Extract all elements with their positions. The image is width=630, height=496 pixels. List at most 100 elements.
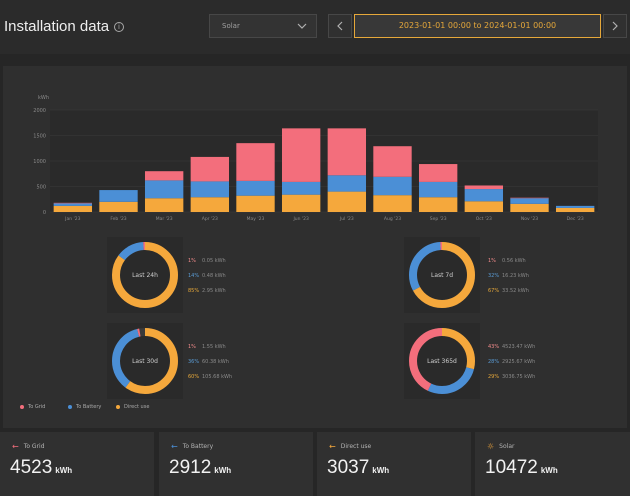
card-value-to-grid: 4523 (10, 457, 53, 478)
bar-direct[interactable] (464, 201, 504, 212)
card-unit: kWh (214, 466, 232, 475)
stat-row-grid: 1% 0.56 kWh (488, 254, 529, 269)
y-axis-label: kWh (38, 95, 49, 101)
stat-row-battery: 28% 2925.67 kWh (488, 355, 535, 370)
legend-item-direct[interactable]: Direct use (116, 404, 149, 410)
x-tick-label: Dec '23 (567, 216, 584, 222)
donut-segment-battery[interactable] (112, 328, 178, 394)
bar-direct[interactable] (373, 195, 412, 212)
donut-segment-grid[interactable] (112, 242, 178, 308)
legend-item-grid[interactable]: To Grid (20, 404, 45, 410)
donut-last-30d: Last 30d (107, 323, 183, 399)
x-tick-label: Sep '23 (430, 216, 447, 222)
donut-segment-battery[interactable] (409, 328, 475, 394)
donut-label: Last 24h (132, 272, 158, 279)
stat-value: 3036.75 kWh (502, 374, 536, 380)
donut-segment-battery[interactable] (409, 242, 475, 308)
stat-value: 16.23 kWh (502, 273, 529, 279)
bar-direct[interactable] (327, 191, 367, 212)
stat-value: 33.52 kWh (502, 288, 529, 294)
bar-battery[interactable] (373, 176, 412, 196)
bar-direct[interactable] (236, 195, 275, 212)
card-to-grid: ← To Grid 4523 kWh (0, 432, 154, 496)
bar-battery[interactable] (236, 180, 275, 196)
bar-direct[interactable] (555, 207, 595, 212)
bar-battery[interactable] (418, 181, 458, 198)
bar-direct[interactable] (144, 198, 184, 212)
stat-percent: 85% (188, 288, 200, 294)
stat-row-battery: 32% 16.23 kWh (488, 269, 529, 284)
y-tick-label: 0 (43, 210, 46, 216)
stat-percent: 28% (488, 359, 500, 365)
bar-grid[interactable] (53, 202, 93, 204)
stat-percent: 60% (188, 374, 200, 380)
card-label-solar: Solar (499, 443, 515, 450)
sun-icon: ☼ (487, 442, 495, 451)
donut-segment-grid[interactable] (409, 328, 475, 394)
stats-last-30d: 1% 1.55 kWh 36% 60.38 kWh 60% 105.68 kWh (188, 340, 232, 385)
prev-period-button[interactable] (328, 14, 352, 38)
bar-battery[interactable] (53, 203, 93, 206)
stat-row-battery: 36% 60.38 kWh (188, 355, 232, 370)
source-select[interactable]: Solar (209, 14, 317, 38)
donut-chart-last-24h: Last 24h (112, 242, 178, 308)
y-tick-label: 2000 (33, 108, 46, 114)
donut-segment-grid[interactable] (409, 242, 475, 308)
stat-row-grid: 1% 1.55 kWh (188, 340, 232, 355)
bar-grid[interactable] (373, 146, 412, 177)
bar-battery[interactable] (190, 181, 230, 198)
stat-value: 1.55 kWh (202, 344, 226, 350)
stat-value: 60.38 kWh (202, 359, 229, 365)
bar-battery[interactable] (327, 175, 367, 192)
bar-battery[interactable] (281, 181, 321, 195)
bar-battery[interactable] (464, 189, 504, 202)
card-label-to-battery: To Battery (182, 443, 214, 450)
stat-row-direct: 67% 33.52 kWh (488, 284, 529, 299)
next-period-button[interactable] (603, 14, 627, 38)
monthly-energy-chart: kWh 0 500 1000 1500 2000 Jan '23 Feb '23 Mar '23… (33, 95, 598, 222)
donut-last-24h: Last 24h (107, 237, 183, 313)
date-range-button[interactable]: 2023-01-01 00:00 to 2024-01-01 00:00 (354, 14, 601, 38)
bar-direct[interactable] (99, 201, 138, 212)
stat-percent: 1% (488, 258, 496, 264)
card-solar: ☼ Solar 10472 kWh (475, 432, 630, 496)
bar-grid[interactable] (190, 156, 230, 182)
bar-battery[interactable] (510, 198, 549, 204)
source-select-value: Solar (222, 22, 240, 30)
bar-direct[interactable] (418, 197, 458, 212)
legend-dot-grid (20, 404, 24, 409)
stat-row-direct: 60% 105.68 kWh (188, 370, 232, 385)
bar-grid[interactable] (464, 185, 504, 190)
stat-value: 105.68 kWh (202, 374, 233, 380)
bar-battery[interactable] (144, 180, 184, 199)
bar-grid[interactable] (236, 143, 275, 181)
bar-battery[interactable] (99, 190, 138, 202)
bar-direct[interactable] (190, 197, 230, 212)
bar-direct[interactable] (53, 205, 93, 212)
bar-grid[interactable] (418, 164, 458, 182)
y-tick-label: 1500 (33, 134, 46, 140)
bar-grid[interactable] (327, 128, 367, 176)
stat-value: 2.95 kWh (202, 288, 226, 294)
x-tick-label: May '23 (247, 216, 265, 222)
stat-row-direct: 29% 3036.75 kWh (488, 370, 535, 385)
chevron-down-icon (297, 23, 307, 29)
bar-battery[interactable] (555, 205, 595, 208)
donut-segment-direct[interactable] (112, 328, 178, 394)
legend-dot-direct (116, 404, 120, 409)
card-label-direct-use: Direct use (340, 443, 372, 450)
stat-row-direct: 85% 2.95 kWh (188, 284, 226, 299)
info-icon[interactable]: i (114, 22, 124, 32)
legend-item-battery[interactable]: To Battery (68, 404, 101, 410)
donut-label: Last 7d (431, 272, 453, 279)
bar-direct[interactable] (510, 203, 549, 212)
summary-cards: ← To Grid 4523 kWh ← To Battery 2912 kWh ← Di… (0, 432, 630, 496)
bar-grid[interactable] (144, 171, 184, 181)
card-unit: kWh (540, 466, 558, 475)
stat-value: 4523.47 kWh (502, 344, 536, 350)
legend-dot-battery (68, 404, 72, 409)
bar-grid[interactable] (510, 197, 549, 199)
bar-direct[interactable] (281, 194, 321, 212)
bar-grid[interactable] (281, 128, 321, 182)
donut-label: Last 365d (427, 358, 457, 365)
